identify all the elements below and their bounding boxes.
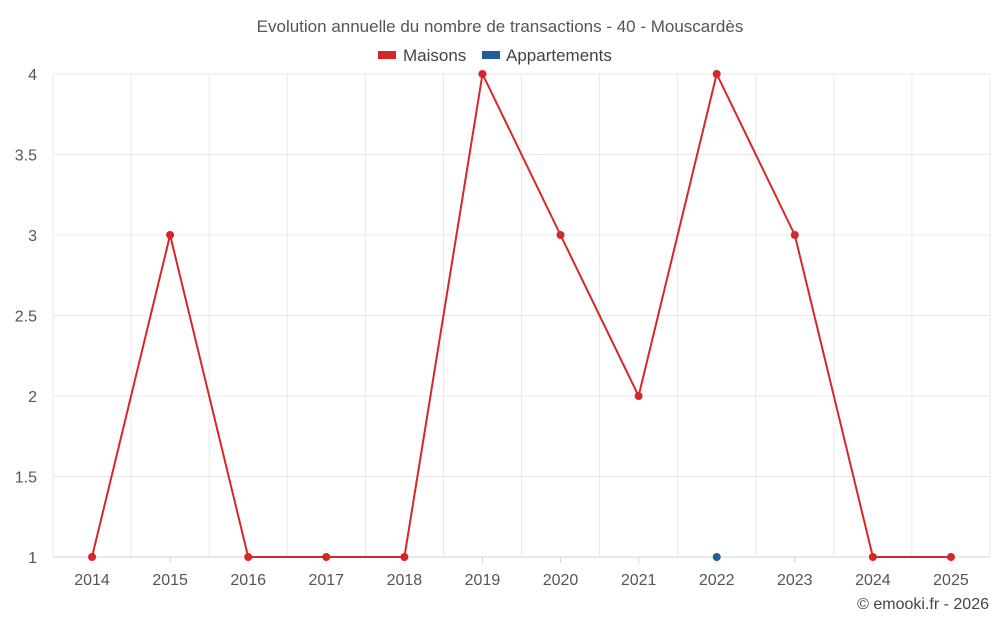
x-tick-label: 2024	[855, 572, 891, 589]
legend: Maisons Appartements	[378, 46, 612, 65]
x-tick-label: 2015	[152, 572, 188, 589]
x-tick-label: 2016	[230, 572, 266, 589]
series-line-maisons	[91, 73, 951, 558]
data-point-maisons-2015[interactable]	[166, 231, 175, 239]
y-tick-label: 2.5	[15, 309, 37, 326]
copyright-footer: © emooki.fr - 2026	[857, 596, 989, 613]
x-tick-label: 2021	[621, 572, 657, 589]
data-point-maisons-2017[interactable]	[322, 553, 331, 561]
legend-item-appartements[interactable]: Appartements	[482, 46, 612, 65]
data-point-maisons-2025[interactable]	[946, 553, 955, 561]
legend-label-appartements: Appartements	[506, 46, 612, 65]
x-tick-label: 2017	[308, 572, 344, 589]
y-tick-label: 1	[28, 550, 37, 567]
x-tick-label: 2025	[933, 572, 969, 589]
y-axis-ticks: 1 1.5 2 2.5 3 3.5 4	[15, 67, 37, 567]
legend-item-maisons[interactable]: Maisons	[378, 46, 466, 65]
chart-title: Evolution annuelle du nombre de transact…	[257, 17, 744, 36]
legend-label-maisons: Maisons	[403, 46, 466, 65]
data-point-maisons-2023[interactable]	[790, 231, 799, 239]
data-point-maisons-2024[interactable]	[868, 553, 877, 561]
y-tick-label: 4	[28, 67, 37, 84]
legend-swatch-appartements	[482, 51, 500, 59]
x-tick-label: 2023	[777, 572, 813, 589]
data-point-maisons-2020[interactable]	[556, 231, 565, 239]
grid	[52, 73, 991, 558]
legend-swatch-maisons	[378, 51, 396, 59]
data-point-maisons-2021[interactable]	[634, 392, 643, 400]
y-tick-label: 3	[28, 228, 37, 245]
x-tick-label: 2018	[387, 572, 423, 589]
data-point-maisons-2019[interactable]	[478, 70, 487, 78]
data-point-maisons-2014[interactable]	[88, 553, 97, 561]
x-tick-label: 2020	[543, 572, 579, 589]
y-tick-label: 2	[28, 389, 37, 406]
series-appartements	[712, 553, 721, 561]
y-tick-label: 3.5	[15, 148, 37, 165]
y-tick-label: 1.5	[15, 470, 37, 487]
data-point-maisons-2018[interactable]	[400, 553, 409, 561]
data-point-maisons-2022[interactable]	[712, 70, 721, 78]
x-axis-ticks: 2014 2015 2016 2017 2018 2019 2020 2021 2022 2023…	[74, 557, 969, 589]
series-maisons	[88, 70, 955, 561]
x-tick-label: 2019	[465, 572, 501, 589]
data-point-maisons-2016[interactable]	[244, 553, 253, 561]
x-tick-label: 2014	[74, 572, 110, 589]
x-tick-label: 2022	[699, 572, 735, 589]
series	[88, 70, 955, 561]
data-point-appartements-2022[interactable]	[712, 553, 721, 561]
